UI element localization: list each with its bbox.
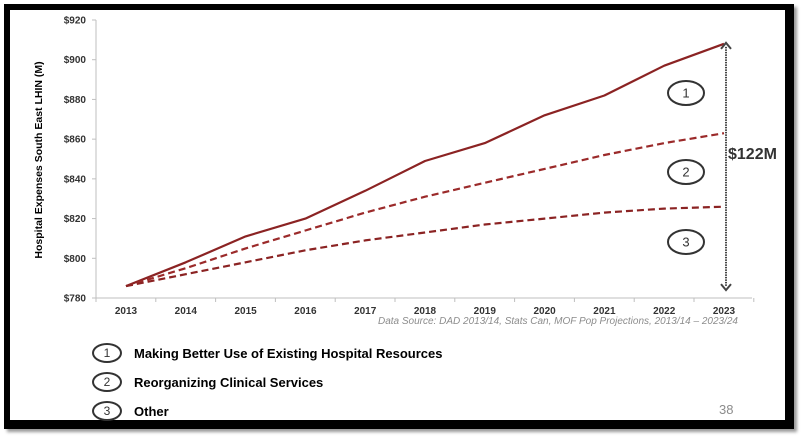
y-tick-label: $820 (64, 214, 87, 225)
y-tick-label: $920 (64, 16, 87, 27)
legend-label: Reorganizing Clinical Services (134, 374, 324, 390)
series-line-3 (125, 205, 725, 288)
series-line-1 (125, 42, 725, 288)
data-source-note: Data Source: DAD 2013/14, Stats Can, MOF… (377, 316, 738, 327)
legend-item-1: 1 Making Better Use of Existing Hospital… (92, 340, 442, 366)
series-line-2 (125, 132, 725, 288)
x-tick-label: 2015 (234, 306, 257, 317)
legend-number-badge: 3 (92, 401, 122, 421)
page-number: 38 (719, 402, 734, 417)
y-tick-label: $860 (64, 135, 87, 146)
x-tick-label: 2020 (533, 306, 556, 317)
y-tick-label: $900 (64, 55, 87, 66)
x-tick-label: 2018 (414, 306, 437, 317)
series-group (125, 42, 725, 288)
x-tick-label: 2016 (294, 306, 317, 317)
delta-label: $122M (728, 146, 777, 163)
y-tick-label: $800 (64, 254, 87, 265)
arrow-down-icon (720, 283, 732, 292)
y-axis: $780 $800 $820 $840 $860 $880 $900 $920 (64, 16, 97, 305)
region-badge-2 (667, 159, 705, 185)
x-tick-label: 2023 (713, 306, 736, 317)
y-axis-label: Hospital Expenses South East LHIN (M) (33, 61, 45, 258)
x-tick-label: 2017 (354, 306, 377, 317)
x-tick-label: 2013 (115, 306, 138, 317)
legend-number-badge: 1 (92, 343, 122, 363)
y-tick-label: $880 (64, 95, 87, 106)
legend-label: Making Better Use of Existing Hospital R… (134, 345, 443, 361)
region-badge-number: 2 (682, 165, 689, 180)
legend-number-badge: 2 (92, 372, 122, 392)
y-tick-label: $780 (64, 294, 87, 305)
x-axis: 2013 2014 2015 2016 2017 2018 2019 2020 2021 2022… (95, 297, 755, 317)
annotations: $122M 1 2 3 (667, 41, 777, 292)
legend-item-2: 2 Reorganizing Clinical Services (92, 369, 323, 395)
legend-label: Other (134, 403, 169, 419)
x-tick-label: 2019 (474, 306, 497, 317)
x-tick-label: 2021 (593, 306, 616, 317)
x-tick-label: 2022 (653, 306, 676, 317)
x-tick-label: 2014 (175, 306, 198, 317)
region-badge-3 (667, 229, 705, 255)
legend-item-3: 3 Other (92, 398, 169, 424)
slide-frame (4, 4, 794, 429)
region-badge-1 (667, 80, 705, 106)
region-badge-number: 3 (682, 235, 689, 250)
region-badge-number: 1 (682, 86, 689, 101)
y-tick-label: $840 (64, 174, 87, 185)
arrow-up-icon (720, 41, 732, 50)
